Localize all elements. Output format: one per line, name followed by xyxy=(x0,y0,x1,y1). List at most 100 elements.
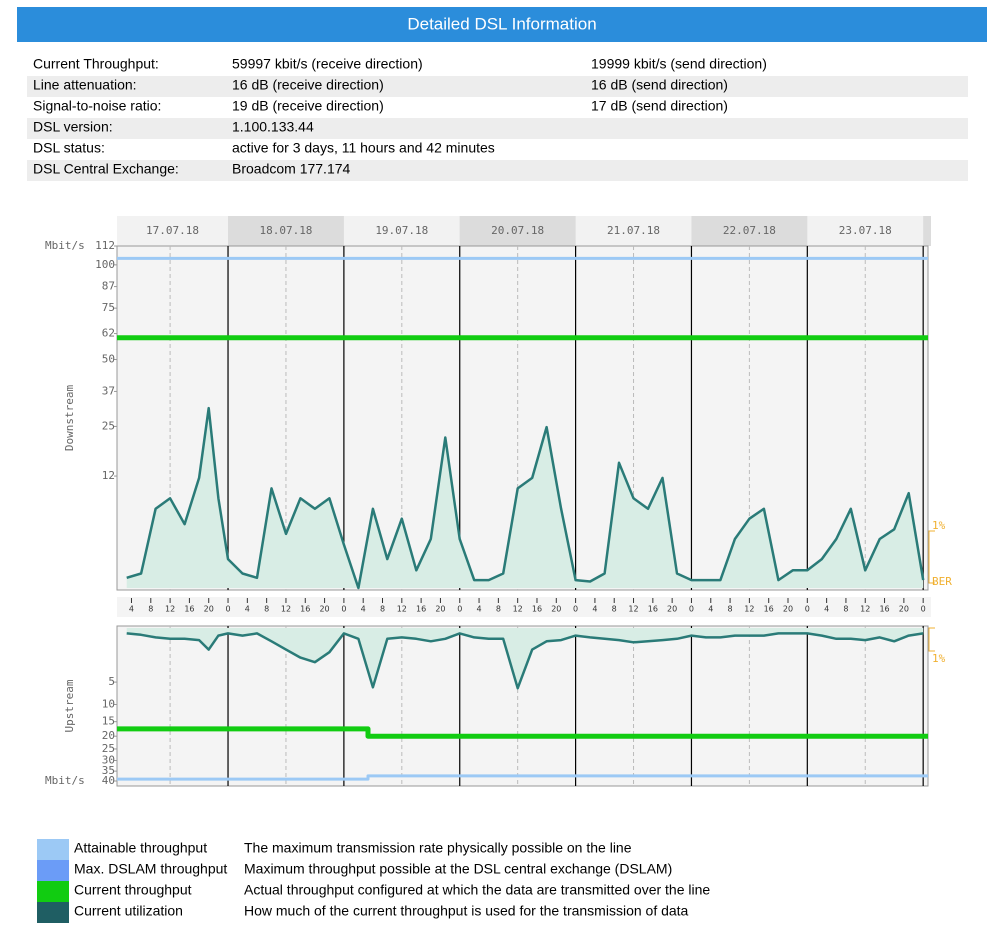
x-tick-label: 4 xyxy=(245,605,250,614)
annotation: 1% xyxy=(932,519,946,532)
y-tick-label: 75 xyxy=(102,301,115,314)
y-tick-label: 5 xyxy=(108,675,115,688)
x-tick-label: 16 xyxy=(764,605,774,614)
info-value: 19999 kbit/s (send direction) xyxy=(591,56,767,72)
date-band xyxy=(343,216,460,246)
y-tick-label: 25 xyxy=(102,419,115,432)
x-tick-label: 20 xyxy=(667,605,677,614)
x-tick-label: 0 xyxy=(341,605,346,614)
x-tick-label: 0 xyxy=(921,605,926,614)
x-tick-label: 12 xyxy=(744,605,754,614)
x-tick-label: 8 xyxy=(380,605,385,614)
x-tick-label: 20 xyxy=(319,605,329,614)
y-tick-label: 12 xyxy=(102,469,115,482)
date-band xyxy=(575,216,692,246)
axis-label: Downstream xyxy=(63,385,76,452)
date-band xyxy=(459,216,576,246)
date-label: 18.07.18 xyxy=(259,224,312,237)
legend-name: Max. DSLAM throughput xyxy=(74,861,227,877)
legend-swatch xyxy=(37,902,69,923)
info-label: DSL Central Exchange: xyxy=(33,161,179,177)
y-tick-label: 20 xyxy=(102,729,115,742)
info-value: 59997 kbit/s (receive direction) xyxy=(232,56,423,72)
info-label: Line attenuation: xyxy=(33,77,137,93)
y-tick-label: 25 xyxy=(102,742,115,755)
legend-name: Current throughput xyxy=(74,882,192,898)
x-tick-label: 12 xyxy=(628,605,638,614)
y-tick-label: 35 xyxy=(102,764,115,777)
legend-description: The maximum transmission rate physically… xyxy=(244,840,632,856)
unit-label: Mbit/s xyxy=(45,239,85,252)
x-tick-label: 16 xyxy=(300,605,310,614)
x-tick-label: 16 xyxy=(648,605,658,614)
date-band xyxy=(228,216,344,246)
x-tick-label: 20 xyxy=(899,605,909,614)
x-tick-label: 0 xyxy=(689,605,694,614)
info-value: 19 dB (receive direction) xyxy=(232,98,384,114)
row-bg xyxy=(27,118,968,139)
date-label: 22.07.18 xyxy=(723,224,776,237)
y-tick-label: 100 xyxy=(95,258,115,271)
x-tick-label: 20 xyxy=(204,605,214,614)
x-tick-label: 4 xyxy=(824,605,829,614)
ber-bracket xyxy=(928,627,935,652)
x-tick-label: 12 xyxy=(860,605,870,614)
info-value: 1.100.133.44 xyxy=(232,119,314,135)
info-label: Current Throughput: xyxy=(33,56,159,72)
hour-strip xyxy=(117,597,931,617)
x-tick-label: 16 xyxy=(532,605,542,614)
x-tick-label: 8 xyxy=(843,605,848,614)
legend-description: Maximum throughput possible at the DSL c… xyxy=(244,861,672,877)
y-tick-label: 87 xyxy=(102,280,115,293)
info-value: 16 dB (send direction) xyxy=(591,77,728,93)
y-tick-label: 112 xyxy=(95,239,115,252)
x-tick-label: 0 xyxy=(225,605,230,614)
info-label: DSL status: xyxy=(33,140,105,156)
x-tick-label: 4 xyxy=(129,605,134,614)
info-value: active for 3 days, 11 hours and 42 minut… xyxy=(232,140,495,156)
x-tick-label: 4 xyxy=(477,605,482,614)
x-tick-label: 0 xyxy=(457,605,462,614)
x-tick-label: 20 xyxy=(435,605,445,614)
x-tick-label: 8 xyxy=(728,605,733,614)
legend-swatch xyxy=(37,860,69,881)
x-tick-label: 4 xyxy=(708,605,713,614)
x-tick-label: 4 xyxy=(361,605,366,614)
x-tick-label: 16 xyxy=(416,605,426,614)
series-line xyxy=(117,774,928,781)
info-label: DSL version: xyxy=(33,119,113,135)
y-tick-label: 50 xyxy=(102,352,115,365)
utilization-area xyxy=(126,628,924,689)
x-tick-label: 16 xyxy=(879,605,889,614)
row-bg xyxy=(27,160,968,181)
annotation: 1% xyxy=(932,652,946,665)
series-line xyxy=(126,406,925,590)
row-bg xyxy=(27,76,968,97)
x-tick-label: 8 xyxy=(496,605,501,614)
x-tick-label: 12 xyxy=(165,605,175,614)
annotation: BER xyxy=(932,575,952,588)
info-value: 16 dB (receive direction) xyxy=(232,77,384,93)
date-band xyxy=(691,216,808,246)
utilization-area xyxy=(126,408,924,588)
y-tick-label: 37 xyxy=(102,384,115,397)
x-tick-label: 0 xyxy=(805,605,810,614)
x-tick-label: 16 xyxy=(184,605,194,614)
x-tick-label: 12 xyxy=(513,605,523,614)
axis-label: Upstream xyxy=(63,679,76,732)
series-line xyxy=(117,726,928,739)
date-label: 21.07.18 xyxy=(607,224,660,237)
x-tick-label: 12 xyxy=(397,605,407,614)
legend-name: Current utilization xyxy=(74,903,183,919)
x-tick-label: 20 xyxy=(783,605,793,614)
legend-name: Attainable throughput xyxy=(74,840,207,856)
y-tick-label: 15 xyxy=(102,715,115,728)
x-tick-label: 8 xyxy=(612,605,617,614)
legend-swatch xyxy=(37,839,69,860)
y-tick-label: 40 xyxy=(102,774,115,787)
legend-swatch xyxy=(37,881,69,902)
info-value: 17 dB (send direction) xyxy=(591,98,728,114)
x-tick-label: 0 xyxy=(573,605,578,614)
